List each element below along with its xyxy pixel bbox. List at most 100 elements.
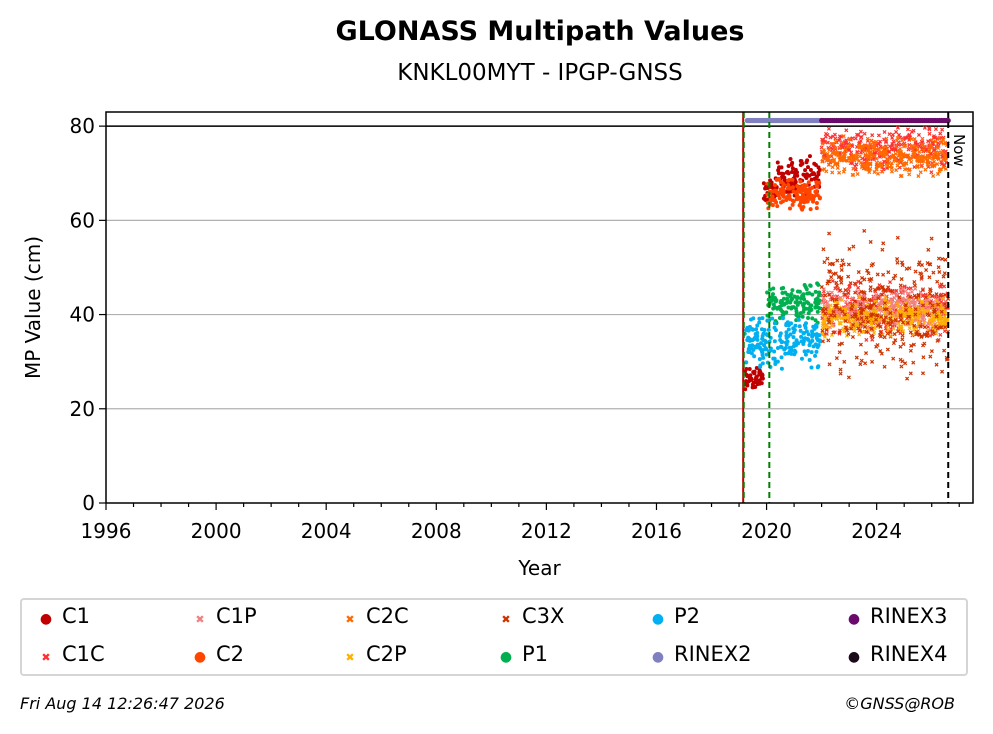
data-point-p2 xyxy=(817,338,822,343)
data-point-c3x xyxy=(819,284,824,290)
data-point-c3x xyxy=(926,247,931,252)
data-point-c3x xyxy=(851,322,856,327)
data-point-p1 xyxy=(803,285,808,290)
data-point-c2p xyxy=(834,316,839,321)
data-point-c1c xyxy=(890,135,895,140)
data-point-c1 xyxy=(775,160,780,165)
data-point-c1c xyxy=(942,163,947,168)
data-point-c2c xyxy=(847,136,852,141)
data-point-c2p xyxy=(842,325,848,330)
data-point-p2 xyxy=(779,340,784,345)
data-point-c2c xyxy=(931,173,936,178)
data-point-c3x xyxy=(912,279,917,285)
data-point-c2c xyxy=(934,150,939,155)
data-point-c1c xyxy=(832,132,837,137)
data-point-c3x xyxy=(847,246,852,251)
data-point-c2p xyxy=(874,308,879,313)
data-point-c2c xyxy=(833,150,838,155)
data-point-c3x xyxy=(912,323,917,328)
data-point-c1c xyxy=(889,147,894,152)
data-point-c2c xyxy=(851,172,856,178)
data-point-c2c xyxy=(854,157,859,162)
data-point-c2c xyxy=(928,142,933,147)
data-point-c1 xyxy=(788,156,793,161)
data-point-p2 xyxy=(764,332,769,337)
data-point-p2 xyxy=(755,342,760,347)
data-point-c2c xyxy=(919,159,924,164)
legend-item-p2: ● P2 xyxy=(648,604,700,628)
data-point-c2p xyxy=(822,334,827,339)
data-point-c3x xyxy=(922,341,927,346)
data-point-c3x xyxy=(888,330,893,335)
data-point-c3x xyxy=(918,324,923,329)
data-point-c2c xyxy=(820,150,825,155)
legend-marker-icon: ✖ xyxy=(345,613,355,626)
x-tick-label: 1996 xyxy=(81,519,132,543)
data-point-c1 xyxy=(813,162,818,167)
data-point-c1p xyxy=(911,302,917,307)
data-point-c3x xyxy=(927,262,932,267)
data-point-c3x xyxy=(897,295,902,300)
data-point-c3x xyxy=(893,338,898,343)
legend-marker-icon: ● xyxy=(847,649,861,665)
data-point-c3x xyxy=(931,270,936,275)
data-point-c3x xyxy=(823,293,828,298)
data-point-c3x xyxy=(943,292,948,297)
data-point-c3x xyxy=(881,272,886,277)
data-point-c2 xyxy=(779,189,784,194)
legend-label: C1C xyxy=(62,642,105,666)
data-point-p2 xyxy=(791,335,796,340)
data-point-c1 xyxy=(749,377,754,382)
data-point-c3x xyxy=(842,312,847,317)
legend-marker-icon: ● xyxy=(651,649,665,665)
x-tick-label: 2024 xyxy=(851,519,902,543)
data-point-c1 xyxy=(748,373,753,378)
data-point-c1p xyxy=(874,293,879,298)
data-point-c3x xyxy=(838,367,843,372)
data-point-c3x xyxy=(832,313,837,318)
data-point-c1p xyxy=(861,293,866,298)
data-point-p2 xyxy=(796,317,801,322)
data-point-c1p xyxy=(895,298,900,303)
data-point-c2c xyxy=(821,147,826,153)
data-point-c1p xyxy=(913,299,918,304)
data-point-c3x xyxy=(896,329,901,334)
data-point-c3x xyxy=(868,288,873,293)
data-point-c1 xyxy=(776,168,781,173)
data-point-c1p xyxy=(893,321,898,326)
data-point-c2c xyxy=(925,162,930,167)
data-point-c3x xyxy=(889,319,894,324)
data-point-p2 xyxy=(757,316,762,321)
data-point-c3x xyxy=(868,305,873,310)
data-point-c3x xyxy=(859,289,864,294)
data-point-c3x xyxy=(921,303,926,308)
data-point-p1 xyxy=(800,293,805,298)
data-point-c2 xyxy=(784,198,789,203)
data-point-c1c xyxy=(849,150,854,155)
data-point-c3x xyxy=(943,257,948,262)
data-point-c1 xyxy=(745,374,750,379)
data-point-c1c xyxy=(905,127,911,132)
data-point-c2c xyxy=(926,146,932,151)
data-point-c2p xyxy=(936,319,941,324)
data-point-c2c xyxy=(874,139,879,144)
data-point-c1c xyxy=(828,135,833,140)
data-point-c3x xyxy=(827,279,832,284)
data-point-p2 xyxy=(802,349,807,354)
legend-label: P1 xyxy=(522,642,549,666)
data-point-c2 xyxy=(775,204,780,209)
data-point-p1 xyxy=(779,286,784,291)
data-point-p2 xyxy=(810,329,815,334)
data-point-c1p xyxy=(898,288,903,293)
data-point-c2p xyxy=(888,333,893,338)
data-point-c3x xyxy=(899,277,904,282)
data-point-p1 xyxy=(782,301,787,306)
data-point-p2 xyxy=(782,347,787,352)
data-point-c1c xyxy=(913,140,918,145)
data-point-c1c xyxy=(927,333,933,338)
data-point-c3x xyxy=(898,357,903,362)
data-point-p1 xyxy=(806,316,811,321)
data-point-c1c xyxy=(826,126,831,131)
data-point-c3x xyxy=(927,275,932,280)
data-point-c1c xyxy=(938,131,943,136)
